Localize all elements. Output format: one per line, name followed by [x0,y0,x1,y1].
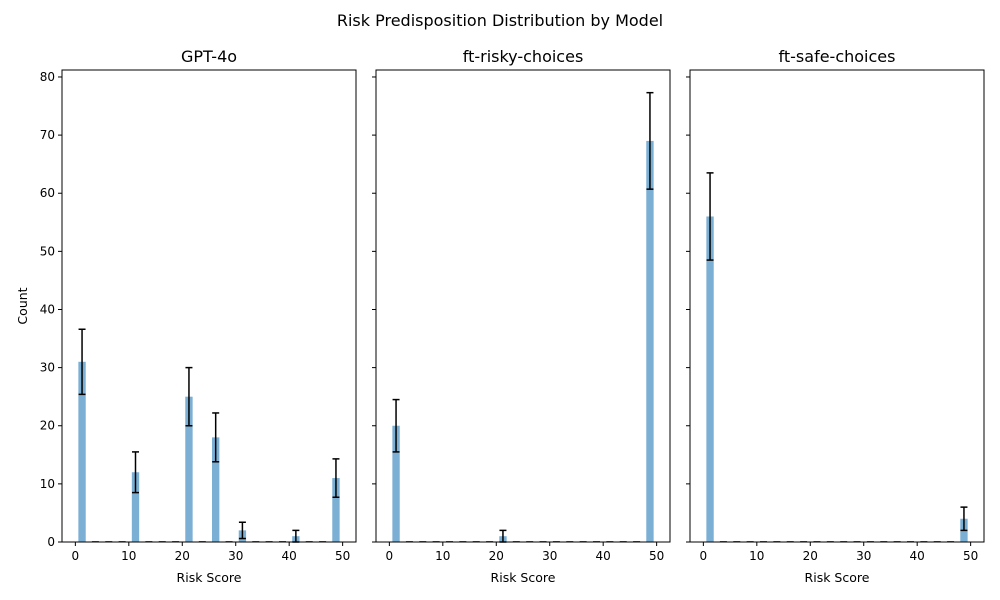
bar-2-0 [706,216,714,542]
xtick-label-2-0: 0 [700,549,708,563]
subplot-title-0: GPT-4o [181,47,237,66]
y-axis-label: Count [15,287,30,324]
bar-0-10 [212,437,220,542]
xtick-label-2-4: 40 [910,549,925,563]
axes-frame-1 [375,69,671,543]
ytick-label-6: 60 [40,186,55,200]
xtick-label-1-4: 40 [596,549,611,563]
subplot-title-1: ft-risky-choices [463,47,584,66]
ytick-label-5: 50 [40,244,55,258]
subplot-1: 0 10 20 30 40 50 ft-risky-choices Risk Score [372,47,671,585]
xtick-label-0-4: 40 [282,549,297,563]
xtick-label-1-0: 0 [386,549,394,563]
xtick-label-2-1: 10 [749,549,764,563]
x-axis-label-1: Risk Score [491,570,556,585]
ytick-label-2: 20 [40,419,55,433]
subplot-title-2: ft-safe-choices [779,47,896,66]
subplots: 0 10 20 30 40 50 60 70 80 0 10 20 30 40 50 GPT-4o Risk S… [40,47,985,585]
bar-0-0 [78,361,86,542]
bar-0-19 [332,478,340,542]
subplot-2: 0 10 20 30 40 50 ft-safe-choices Risk Score [686,47,985,585]
xtick-label-1-5: 50 [649,549,664,563]
ytick-label-1: 10 [40,477,55,491]
figure-suptitle: Risk Predisposition Distribution by Mode… [337,11,663,30]
ytick-label-7: 70 [40,128,55,142]
xtick-label-2-3: 30 [856,549,871,563]
xtick-label-2-5: 50 [963,549,978,563]
ytick-label-4: 40 [40,302,55,316]
ytick-label-0: 0 [47,535,55,549]
xtick-label-0-2: 20 [175,549,190,563]
bar-1-19 [646,140,654,542]
xtick-label-0-0: 0 [72,549,80,563]
subplot-0: 0 10 20 30 40 50 60 70 80 0 10 20 30 40 50 GPT-4o Risk S… [40,47,357,585]
x-axis-label-0: Risk Score [177,570,242,585]
ytick-label-3: 30 [40,361,55,375]
bar-1-0 [392,425,400,542]
xtick-label-0-1: 10 [121,549,136,563]
ytick-label-8: 80 [40,70,55,84]
xtick-label-1-1: 10 [435,549,450,563]
xtick-label-1-2: 20 [489,549,504,563]
xtick-label-2-2: 20 [803,549,818,563]
axes-frame-2 [689,69,985,543]
xtick-label-0-5: 50 [335,549,350,563]
x-axis-label-2: Risk Score [805,570,870,585]
bar-0-4 [131,472,140,542]
xtick-label-0-3: 30 [228,549,243,563]
xtick-label-1-3: 30 [542,549,557,563]
bar-0-8 [185,396,193,542]
axes-frame-0 [61,69,357,543]
